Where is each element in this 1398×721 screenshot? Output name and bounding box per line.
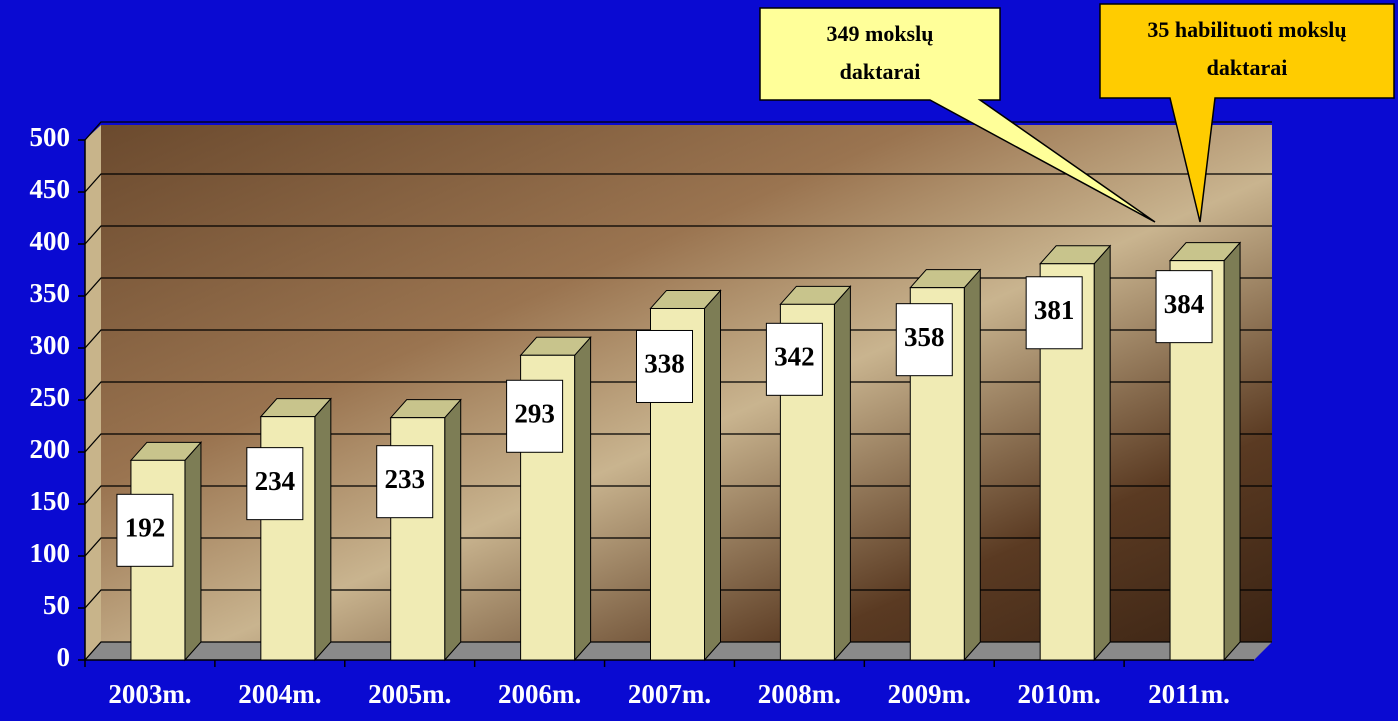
y-tick-label: 150 (30, 486, 71, 516)
grid-line (84, 329, 1272, 349)
y-tick-label: 100 (30, 538, 71, 568)
bar-side (1093, 244, 1111, 662)
grid-line (84, 173, 1272, 193)
value-label: 293 (514, 398, 555, 428)
y-tick-label: 0 (57, 642, 71, 672)
value-label: 342 (774, 342, 815, 372)
grid-line (84, 537, 1272, 557)
y-tick-label: 400 (30, 226, 71, 256)
value-label-box (1155, 270, 1213, 344)
y-tick-label: 450 (30, 174, 71, 204)
value-label-box (246, 447, 304, 521)
x-tick-label: 2007m. (628, 679, 711, 709)
bar-side (1223, 241, 1241, 662)
y-tick-label: 350 (30, 278, 71, 308)
y-tick-label: 250 (30, 382, 71, 412)
y-tick-label: 50 (43, 590, 70, 620)
callout (759, 7, 1156, 223)
callout-text: daktarai (840, 59, 921, 84)
y-tick-label: 200 (30, 434, 71, 464)
grid-line (84, 433, 1272, 453)
y-tick-label: 300 (30, 330, 71, 360)
bar-side (574, 335, 592, 662)
grid-line (84, 641, 1272, 661)
value-label: 384 (1164, 289, 1205, 319)
side-wall (85, 125, 101, 660)
value-label-box (116, 493, 174, 567)
value-label: 233 (384, 464, 425, 494)
x-tick-label: 2008m. (758, 679, 841, 709)
value-label-box (376, 445, 434, 519)
value-label-box (895, 303, 953, 377)
bar-side (444, 398, 462, 662)
x-tick-label: 2005m. (368, 679, 451, 709)
value-label: 234 (255, 466, 296, 496)
callout (1099, 3, 1395, 223)
y-tick-label: 500 (30, 122, 71, 152)
x-tick-label: 2006m. (498, 679, 581, 709)
plot: 0 50 100 150 200 250 300 350 400 450 500 2003m. 192 2… (30, 3, 1395, 709)
value-label-box (765, 322, 823, 396)
grid-line (84, 277, 1272, 297)
value-label: 338 (644, 349, 685, 379)
bar-side (184, 441, 202, 662)
value-label: 358 (904, 322, 945, 352)
x-tick-label: 2003m. (108, 679, 191, 709)
value-label: 192 (125, 513, 166, 543)
grid-line (84, 589, 1272, 609)
x-tick-label: 2004m. (238, 679, 321, 709)
value-label-box (1025, 276, 1083, 350)
grid-line (84, 121, 1272, 141)
callout-text: 35 habilituoti mokslų (1147, 17, 1346, 42)
value-label-box (636, 329, 693, 403)
value-label-box (506, 379, 564, 453)
callout-text: 349 mokslų (827, 21, 934, 46)
x-tick-label: 2011m. (1148, 679, 1230, 709)
bar-side (963, 268, 981, 662)
value-label: 381 (1034, 295, 1075, 325)
callout-text: daktarai (1207, 55, 1288, 80)
x-tick-label: 2010m. (1018, 679, 1101, 709)
grid-line (84, 485, 1272, 505)
bar-side (314, 397, 332, 662)
bar-side (704, 289, 721, 662)
grid-line (84, 381, 1272, 401)
grid-line (84, 225, 1272, 245)
bar-side (833, 285, 851, 662)
x-tick-label: 2009m. (888, 679, 971, 709)
